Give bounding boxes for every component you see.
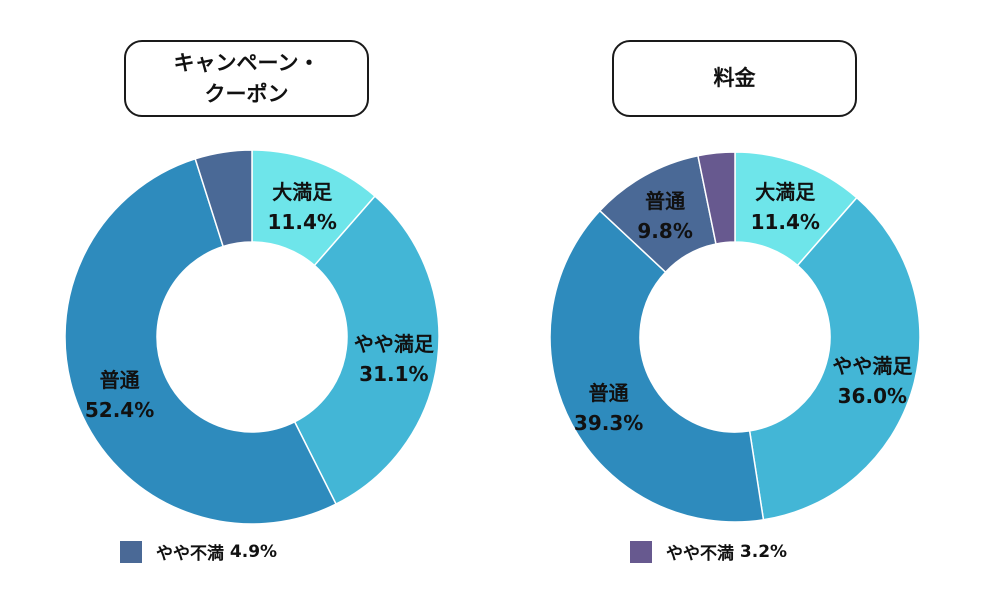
chart1-slice-4 <box>194 149 253 248</box>
chart2-slice-2-category: やや満足 <box>832 354 913 378</box>
chart1-slice-1-category: 大満足 <box>272 180 333 204</box>
chart2-slice-3-category: 普通 <box>589 381 629 405</box>
chart1-title: キャンペーン・ クーポン <box>124 40 369 117</box>
chart1-slice-2 <box>293 195 440 506</box>
chart1-slice-3-category: 普通 <box>100 368 140 392</box>
chart2-slice-2 <box>748 196 921 521</box>
chart1-slice-2-value: 31.1% <box>359 362 428 386</box>
chart2-slice-3 <box>549 209 765 523</box>
chart2-slice-2-label: やや満足 36.0% <box>832 354 913 408</box>
chart1-title-line2: クーポン <box>204 81 289 106</box>
chart2-slice-1-category: 大満足 <box>755 180 816 204</box>
chart2-slice-2-value: 36.0% <box>838 384 907 408</box>
chart1-legend-value: 4.9% <box>229 541 278 562</box>
chart2-title-line1: 料金 <box>713 66 756 91</box>
chart2-legend-swatch <box>630 540 652 563</box>
chart1-slice-3 <box>64 157 338 525</box>
chart2-slice-1-value: 11.4% <box>751 210 820 234</box>
chart1-legend: やや不満 4.9% <box>120 539 277 564</box>
chart2-slice-3-value: 39.3% <box>574 411 643 435</box>
chart1-slice-1-value: 11.4% <box>268 210 337 234</box>
chart2-slice-4-value: 9.8% <box>637 219 692 243</box>
chart1-title-line1: キャンペーン・ <box>173 51 320 76</box>
chart2-legend-label: やや不満 <box>666 544 734 564</box>
chart1-slice-3-label: 普通 52.4% <box>85 368 154 422</box>
chart2-slice-5 <box>697 151 736 245</box>
chart2-legend-value: 3.2% <box>739 541 788 562</box>
chart2-title: 料金 <box>612 40 857 117</box>
chart2-slice-4-category: 普通 <box>645 189 685 213</box>
chart2-slice-4-label: 普通 9.8% <box>637 189 692 243</box>
chart2-legend: やや不満 3.2% <box>630 539 787 564</box>
chart1-legend-label: やや不満 <box>156 544 224 564</box>
chart1-slice-2-label: やや満足 31.1% <box>354 332 435 386</box>
chart1-legend-swatch <box>120 540 142 563</box>
chart2-slice-3-label: 普通 39.3% <box>574 381 643 435</box>
chart1-slice-1-label: 大満足 11.4% <box>268 180 337 234</box>
chart1-slice-3-value: 52.4% <box>85 398 154 422</box>
chart2-slice-1-label: 大満足 11.4% <box>751 180 820 234</box>
chart1-slice-2-category: やや満足 <box>354 332 435 356</box>
